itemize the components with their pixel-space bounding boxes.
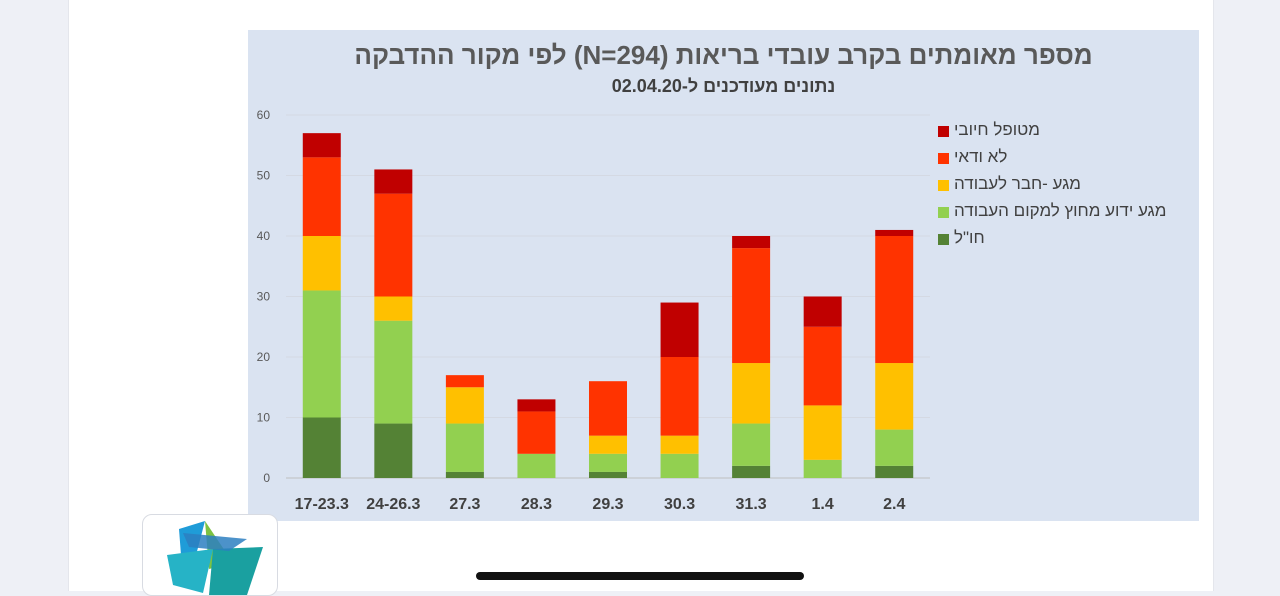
x-tick-label: 24-26.3 [366,496,420,513]
bar-segment [732,423,771,466]
bar-segment [660,357,699,436]
legend-item: מגע ידוע מחוץ למקום העבודה [938,201,1188,228]
bar-segment [445,375,484,388]
y-tick-label: 30 [257,290,271,304]
legend-label: מטופל חיובי [954,120,1040,139]
bar-segment [445,387,484,424]
bar-segment [517,411,556,454]
bar-segment [732,236,771,249]
y-tick-label: 40 [257,229,271,243]
bar-segment [445,471,484,478]
legend-item: לא ודאי [938,147,1188,174]
bar-segment [302,157,341,236]
chart-legend: מטופל חיובי לא ודאי מגע -חבר לעבודה מגע ידו… [938,120,1188,255]
x-tick-label: 28.3 [521,496,552,513]
home-indicator[interactable] [476,572,804,580]
y-tick-label: 10 [257,411,271,425]
bar-segment [302,290,341,418]
legend-item: מגע -חבר לעבודה [938,174,1188,201]
legend-item: חו"ל [938,228,1188,255]
bar-segment [803,459,842,478]
bar-segment [302,236,341,291]
bar-segment [875,363,914,430]
bar-segment [445,423,484,472]
stacked-bar-chart: 0 10 20 30 40 50 60 17-23.3 24-26.3 27.3 28.3 29.3 3… [257,108,930,513]
y-tick-label: 0 [263,471,270,485]
x-tick-label: 2.4 [883,496,905,513]
legend-label: מגע -חבר לעבודה [954,174,1081,193]
legend-swatch [938,207,949,218]
chart-title: מספר מאומתים בקרב עובדי בריאות (N=294) ל… [354,40,1093,70]
legend-label: חו"ל [954,228,985,247]
y-tick-label: 20 [257,350,271,364]
bar-segment [875,429,914,466]
x-tick-label: 31.3 [736,496,767,513]
bar-segment [374,169,413,194]
chart-subtitle: נתונים מעודכנים ל-02.04.20 [611,76,836,96]
bar-segment [732,363,771,424]
bar-segment [517,453,556,478]
bar-segment [589,471,627,478]
x-tick-label: 27.3 [449,496,480,513]
y-tick-label: 60 [257,108,271,122]
bar-segment [732,248,771,364]
y-tick-label: 50 [257,169,271,183]
bar-segment [589,453,627,472]
bar-segment [803,405,842,460]
bar-segment [660,435,699,454]
legend-label: מגע ידוע מחוץ למקום העבודה [954,201,1167,220]
bar-segment [875,229,914,236]
bar-segment [875,465,914,478]
bar-segment [875,236,914,364]
bar-segment [517,399,556,412]
bar-segment [374,423,413,478]
bar-segment [660,453,699,478]
legend-swatch [938,153,949,164]
legend-swatch [938,234,949,245]
bar-segment [374,320,413,424]
legend-label: לא ודאי [954,147,1008,166]
x-tick-label: 30.3 [664,496,695,513]
legend-item: מטופל חיובי [938,120,1188,147]
bar-segment [302,417,341,478]
chart-panel: מספר מאומתים בקרב עובדי בריאות (N=294) ל… [248,30,1199,521]
bar-segment [732,465,771,478]
x-tick-label: 1.4 [812,496,834,513]
bar-segment [803,326,842,406]
ministry-logo-icon [167,521,263,595]
bar-segment [374,296,413,321]
x-tick-label: 17-23.3 [295,496,349,513]
bar-segment [589,435,627,454]
bar-segment [589,381,627,436]
bar-segment [302,133,341,158]
legend-swatch [938,126,949,137]
bar-segment [374,193,413,297]
bar-segment [660,302,699,357]
logo-card[interactable] [142,514,278,596]
legend-swatch [938,180,949,191]
bar-segment [803,296,842,327]
x-tick-label: 29.3 [592,496,623,513]
